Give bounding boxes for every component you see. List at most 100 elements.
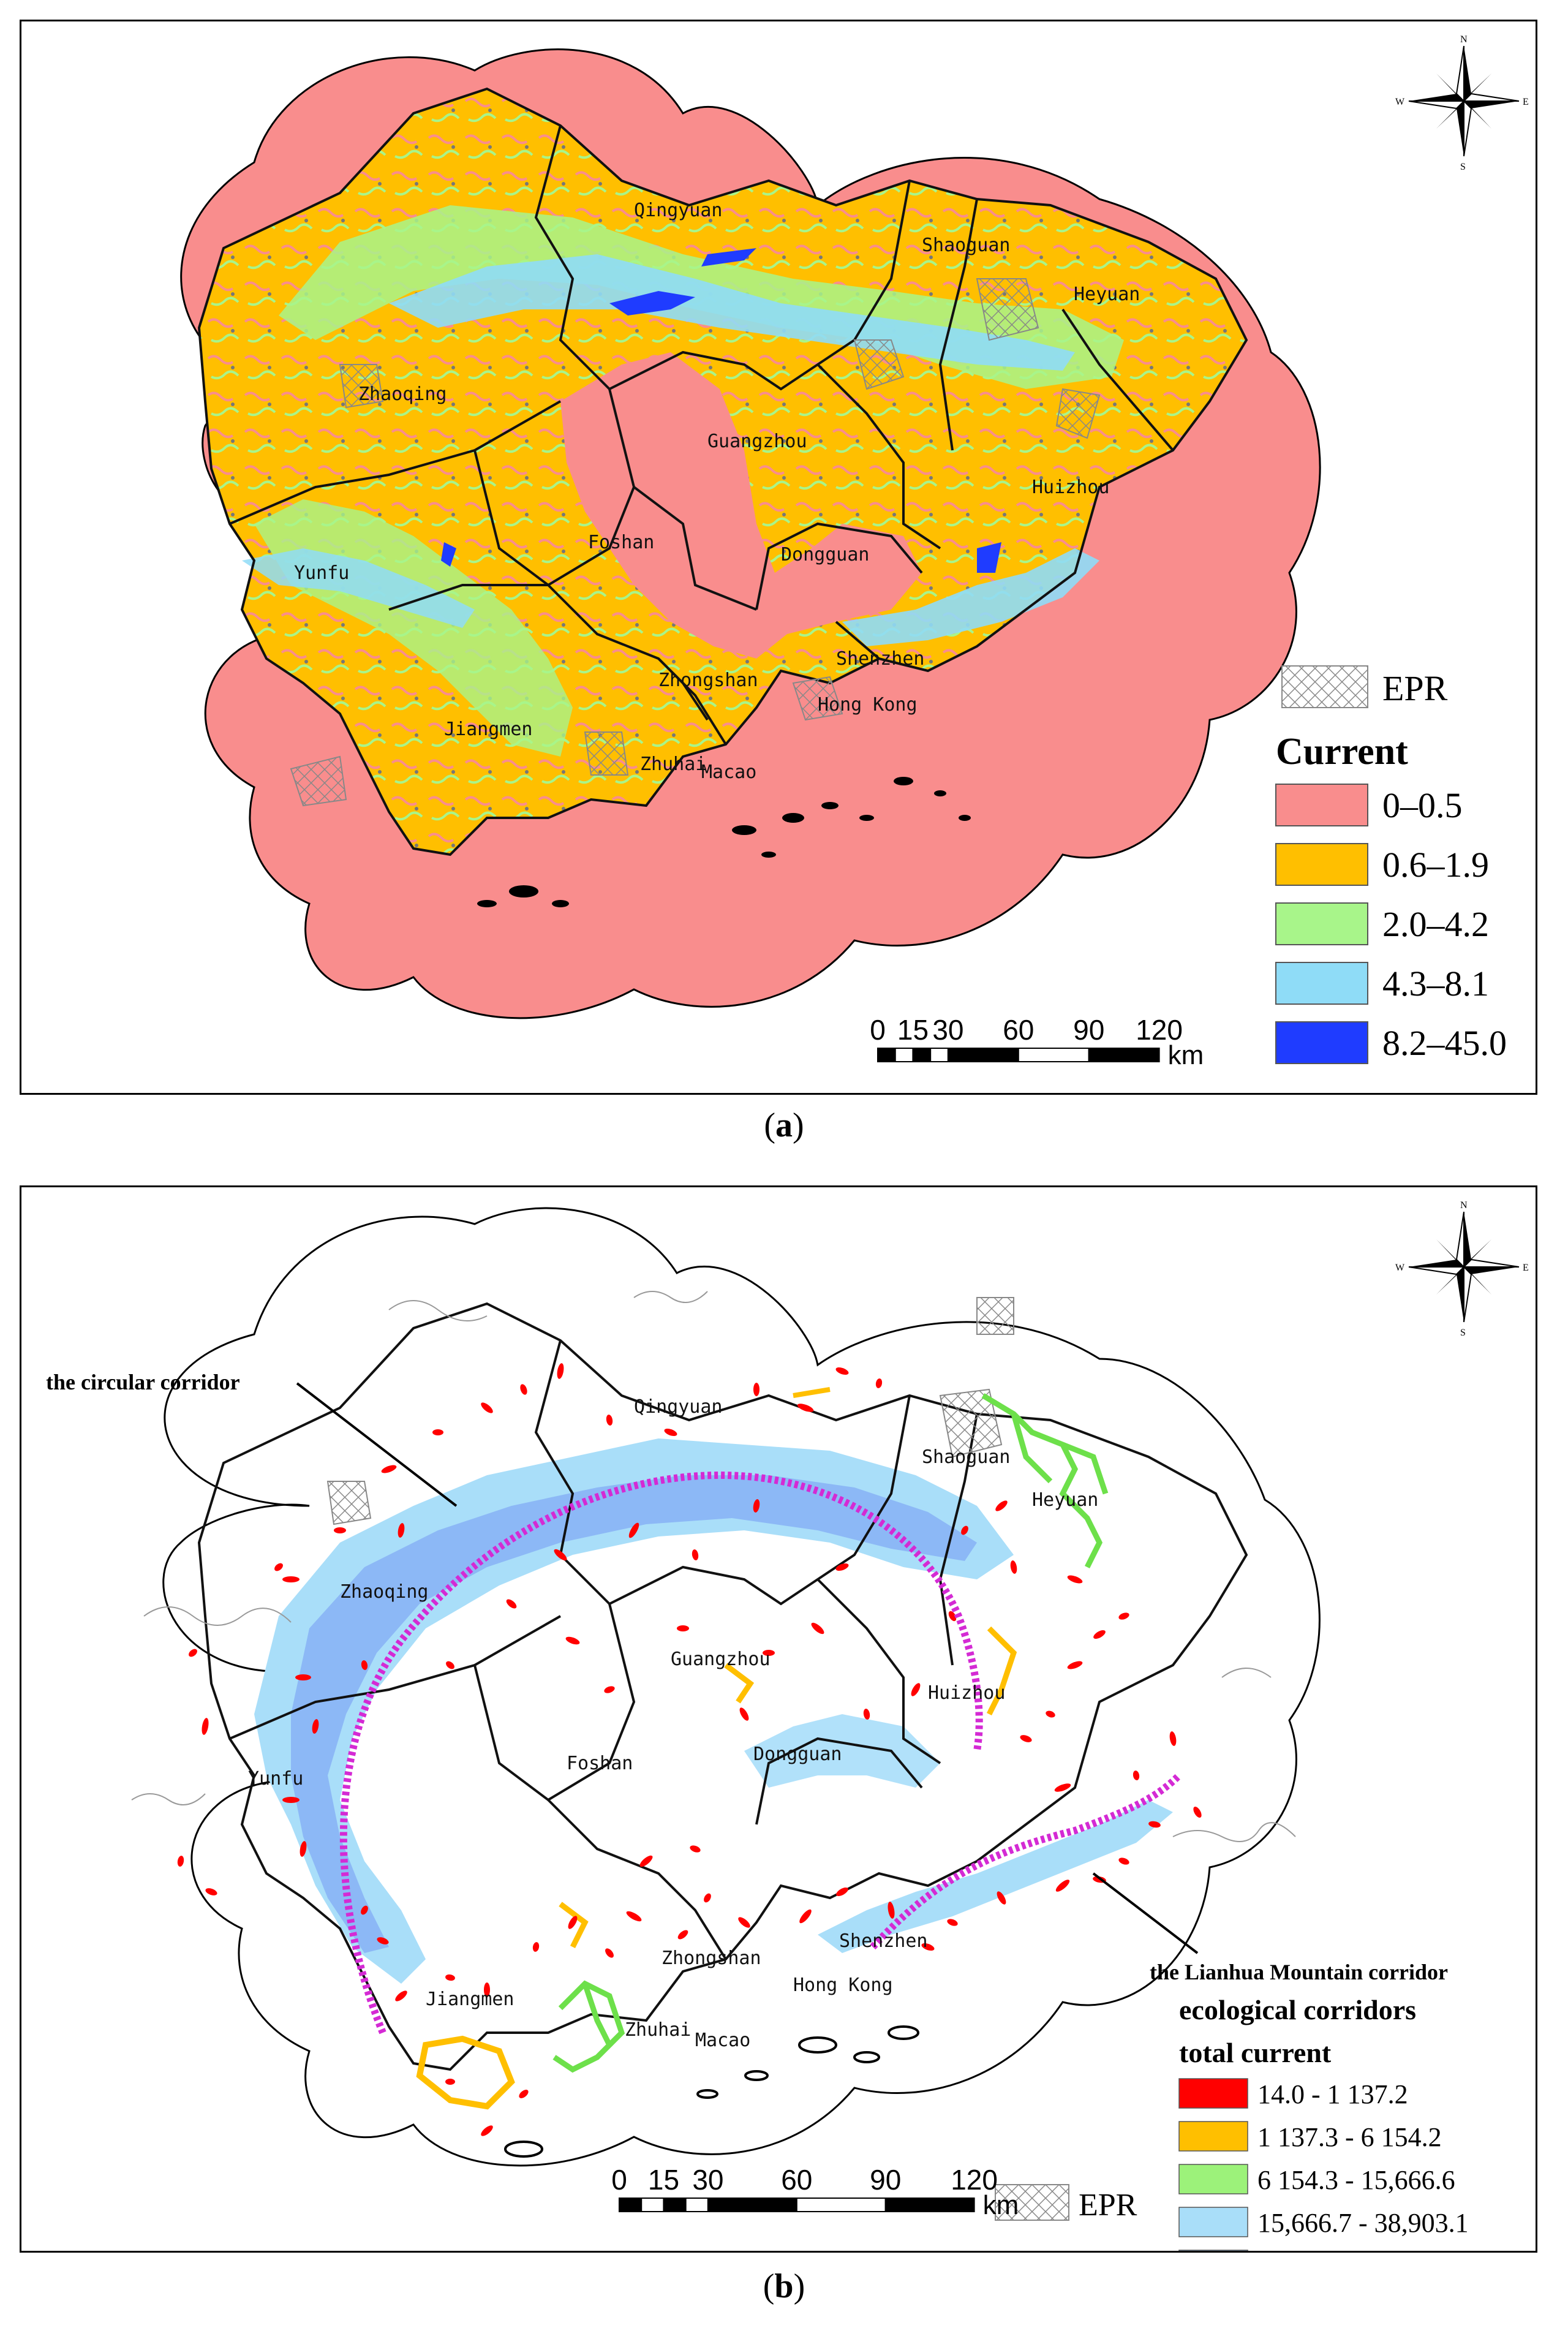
legend-class-label: 0.6–1.9	[1382, 845, 1489, 885]
scale-tick-label: 120	[951, 2164, 998, 2196]
red-corridor-patch	[739, 1707, 749, 1721]
red-corridor-patch	[836, 1888, 848, 1896]
red-corridor-patch	[677, 1625, 689, 1631]
scale-unit: km	[983, 2190, 1019, 2220]
red-corridor-patch	[520, 1384, 527, 1395]
legend-epr-swatch	[995, 2184, 1069, 2221]
scale-tick-label: 30	[692, 2164, 723, 2196]
corridor-class-2	[793, 1387, 831, 1398]
red-corridor-patch	[753, 1383, 760, 1396]
corridor-map-b: the circular corridor the Lianhua Mounta…	[46, 1200, 1529, 2253]
red-corridor-patch	[875, 1378, 883, 1388]
legend-epr-label: EPR	[1382, 668, 1448, 708]
city-label-macao: Macao	[701, 762, 756, 783]
red-corridor-patch	[948, 1611, 957, 1622]
hotspot	[441, 542, 456, 567]
legend-class-label: 1 137.3 - 6 154.2	[1257, 2122, 1442, 2152]
red-corridor-patch	[1020, 1735, 1032, 1742]
red-corridor-patch	[395, 1990, 407, 2001]
red-corridor-patch	[282, 1797, 300, 1803]
red-corridor-patch	[568, 1916, 578, 1929]
red-corridor-patch	[519, 2090, 529, 2098]
red-corridor-patch	[381, 1465, 397, 1473]
epr-patches	[326, 1297, 1014, 1525]
legend-b: ecological corridors total current 14.0 …	[995, 1994, 1482, 2253]
urban-core	[560, 352, 922, 659]
hotspot	[977, 542, 1001, 573]
annotation-lianhua-corridor: the Lianhua Mountain corridor	[1150, 1960, 1448, 1984]
red-corridor-patch	[664, 1428, 677, 1437]
city-label-foshan: Foshan	[567, 1753, 633, 1774]
red-corridor-patch	[1118, 1612, 1129, 1620]
scale-tick-label: 15	[648, 2164, 679, 2196]
legend-title: Current	[1276, 731, 1408, 773]
legend-epr-swatch	[1281, 665, 1368, 708]
red-corridor-patch	[445, 1974, 455, 1981]
red-corridor-patch	[1067, 1661, 1083, 1669]
red-corridor-patch	[797, 1404, 814, 1412]
city-label-huizhou: Huizhou	[928, 1682, 1005, 1704]
red-corridor-patch	[911, 1683, 921, 1696]
legend-swatch	[1275, 843, 1368, 886]
legend-a: EPR Current 0–0.5 0.6–1.9 2.0–4.2 4.3–8.1 8.…	[1275, 665, 1507, 1064]
city-label-shenzhen: Shenzhen	[839, 1930, 928, 1952]
red-corridor-patch	[398, 1523, 405, 1538]
city-label-jiangmen: Jiangmen	[444, 719, 533, 740]
red-corridor-patch	[604, 1686, 615, 1693]
red-corridor-patch	[738, 1917, 750, 1928]
scale-segment	[1017, 1048, 1090, 1062]
red-corridor-patch	[361, 1905, 368, 1915]
city-label-zhongshan: Zhongshan	[662, 1948, 761, 1969]
corridor-class-4	[744, 1714, 940, 1788]
city-label-qingyuan: Qingyuan	[634, 200, 723, 221]
epr-patches	[290, 278, 1101, 807]
red-corridor-patch	[177, 1856, 184, 1867]
circular-corridor-line	[339, 1471, 983, 2035]
legend-swatch	[1178, 2121, 1248, 2152]
red-corridor-patch	[835, 1367, 849, 1375]
scale-tick-label: 120	[1136, 1014, 1183, 1046]
city-label-zhaoqing: Zhaoqing	[340, 1581, 429, 1603]
city-label-jiangmen: Jiangmen	[426, 1989, 514, 2010]
red-corridor-patch	[506, 1599, 517, 1609]
scale-segment	[685, 2198, 709, 2212]
red-corridor-patch	[961, 1525, 968, 1535]
map-panel-b: the circular corridor the Lianhua Mounta…	[20, 1185, 1537, 2253]
scale-segment	[930, 1048, 949, 1062]
scale-segment	[894, 1048, 914, 1062]
compass-n: N	[1460, 34, 1468, 45]
red-corridor-patch	[677, 1930, 688, 1940]
scale-segment	[877, 1048, 896, 1062]
red-corridor-patch	[799, 1909, 812, 1924]
legend-class-label: 14.0 - 1 137.2	[1257, 2079, 1408, 2109]
red-corridor-patch	[1067, 1575, 1083, 1584]
corridor-class-2	[559, 1902, 589, 1949]
city-label-guangzhou: Guangzhou	[671, 1649, 771, 1670]
hotspot	[701, 248, 756, 266]
city-label-heyuan: Heyuan	[1074, 284, 1140, 305]
legend-class-label: 38,903.2 - 382,420.3	[1257, 2251, 1482, 2253]
city-label-qingyuan: Qingyuan	[634, 1396, 723, 1418]
map-panel-a: Qingyuan Shaoguan Heyuan Zhaoqing Guangz…	[20, 20, 1537, 1095]
corridor-class-2	[986, 1626, 1017, 1716]
compass-s: S	[1460, 162, 1466, 172]
red-corridor-patch	[554, 1549, 567, 1561]
city-label-zhuhai: Zhuhai	[625, 2019, 691, 2041]
red-corridor-patch	[432, 1429, 443, 1435]
current-map-a: Qingyuan Shaoguan Heyuan Zhaoqing Guangz…	[180, 34, 1529, 1070]
red-corridor-patch	[947, 1919, 958, 1926]
scale-tick-label: 0	[870, 1014, 886, 1046]
islands	[504, 2025, 919, 2158]
legend-swatch	[1178, 2078, 1248, 2109]
blue-band	[389, 254, 1075, 371]
legend-swatch	[1178, 2250, 1248, 2251]
forest-outlines	[131, 1291, 1296, 1842]
compass-w: W	[1395, 97, 1405, 107]
city-boundaries	[197, 87, 1248, 856]
red-corridor-patch	[997, 1891, 1006, 1905]
city-label-yunfu: Yunfu	[248, 1768, 303, 1789]
red-corridor-patch	[763, 1650, 775, 1656]
scale-segment	[619, 2198, 643, 2212]
red-corridor-patch	[835, 1563, 849, 1571]
